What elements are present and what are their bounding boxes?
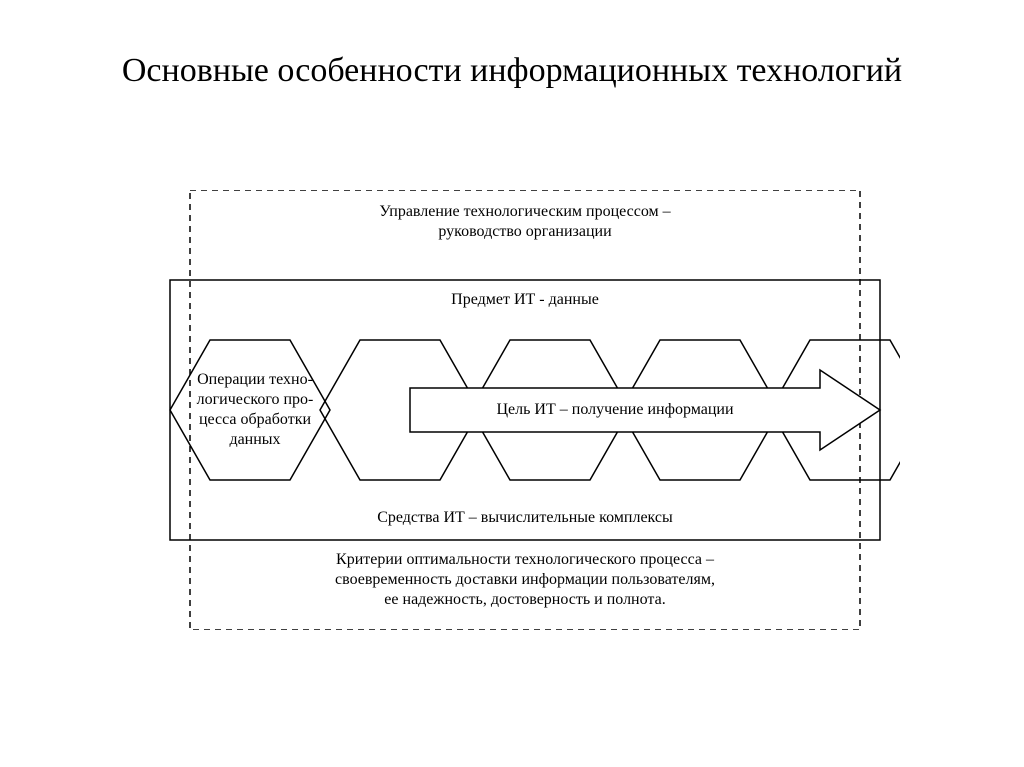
label-hex-left: Операции техно-логического про-цесса обр… [180,370,330,450]
label-top-outer: Управление технологическим процессом –ру… [190,202,860,242]
diagram: Управление технологическим процессом –ру… [140,190,900,630]
slide-title: Основные особенности информационных техн… [0,50,1024,93]
label-top-inner: Предмет ИТ - данные [170,290,880,310]
label-bottom-outer: Критерии оптимальности технологического … [190,550,860,610]
label-bottom-inner: Средства ИТ – вычислительные комплексы [170,508,880,528]
label-arrow: Цель ИТ – получение информации [410,400,820,420]
slide: Основные особенности информационных техн… [0,0,1024,767]
